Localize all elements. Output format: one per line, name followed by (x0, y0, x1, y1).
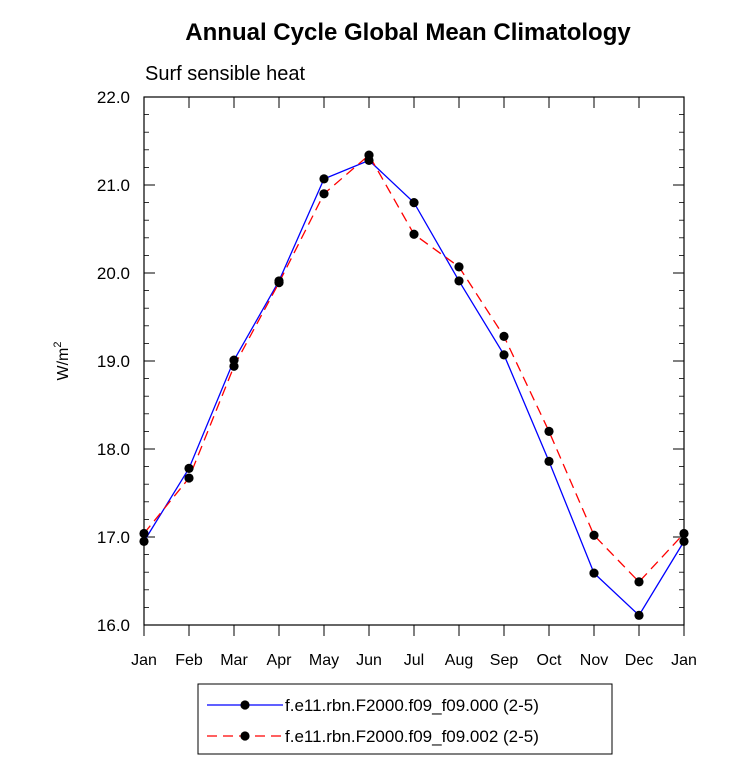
x-tick-label: Jul (404, 652, 424, 669)
data-point-s1-7 (454, 262, 464, 272)
y-tick-label: 16.0 (97, 616, 130, 635)
data-point-s1-0 (139, 528, 149, 539)
data-point-s1-5 (364, 150, 374, 160)
series-lines (143, 154, 685, 617)
series-markers (139, 150, 689, 620)
x-tick-label: Feb (175, 652, 203, 669)
y-axis-label-superscript: 2 (52, 342, 64, 348)
data-point-s0-7 (454, 276, 464, 286)
x-tick-label: Aug (445, 652, 473, 669)
data-point-s0-10 (589, 568, 599, 578)
data-point-s0-11 (634, 610, 644, 620)
x-tick-label: Jan (671, 652, 697, 669)
data-point-s1-9 (544, 426, 554, 436)
data-point-s0-6 (409, 198, 419, 208)
y-tick-label: 22.0 (97, 88, 130, 107)
data-point-s1-8 (499, 331, 509, 341)
data-point-s1-4 (319, 189, 329, 199)
legend-items: f.e11.rbn.F2000.f09_f09.000 (2-5) f.e11.r… (207, 696, 539, 746)
y-tick-label: 19.0 (97, 352, 130, 371)
y-axis-label: W/m2 (52, 342, 72, 381)
legend-label-1: f.e11.rbn.F2000.f09_f09.002 (2-5) (285, 727, 539, 746)
chart-title: Annual Cycle Global Mean Climatology (185, 19, 631, 46)
data-point-s0-1 (184, 463, 194, 473)
x-tick-label: Sep (490, 652, 519, 669)
x-tick-label: Nov (580, 652, 608, 669)
y-tick-labels: 16.0 17.0 18.0 19.0 20.0 21.0 22.0 (97, 88, 130, 635)
series-line-1 (143, 154, 685, 583)
plot-frame (143, 96, 685, 626)
axis-ticks (143, 96, 685, 636)
chart-subtitle: Surf sensible heat (145, 63, 306, 85)
data-point-s1-2 (229, 361, 239, 371)
legend: f.e11.rbn.F2000.f09_f09.000 (2-5) f.e11.r… (197, 683, 613, 755)
data-point-s1-12 (679, 528, 689, 539)
x-tick-label: Apr (267, 652, 293, 669)
x-tick-labels: Jan Feb Mar Apr May Jun Jul Aug Sep Oct Nov Dec Jan (131, 652, 697, 669)
x-tick-label: Dec (625, 652, 653, 669)
data-point-s1-6 (409, 229, 419, 239)
legend-label-0: f.e11.rbn.F2000.f09_f09.000 (2-5) (285, 696, 539, 715)
y-tick-label: 21.0 (97, 176, 130, 195)
y-tick-label: 17.0 (97, 528, 130, 547)
y-tick-label: 20.0 (97, 264, 130, 283)
x-tick-label: Jun (356, 652, 382, 669)
legend-marker-0 (240, 700, 250, 710)
data-point-s0-8 (499, 350, 509, 360)
plot-area (139, 96, 689, 636)
x-tick-label: May (309, 652, 339, 669)
data-point-s1-10 (589, 530, 599, 540)
x-tick-label: Mar (220, 652, 248, 669)
data-point-s0-9 (544, 456, 554, 466)
data-point-s0-4 (319, 174, 329, 184)
x-tick-label: Oct (537, 652, 562, 669)
data-point-s0-0 (139, 536, 149, 547)
x-tick-label: Jan (131, 652, 157, 669)
data-point-s1-1 (184, 473, 194, 483)
data-point-s0-12 (679, 536, 689, 547)
y-axis-label-text: W/m (55, 348, 72, 381)
legend-marker-1 (240, 731, 250, 741)
data-point-s1-3 (274, 278, 284, 288)
y-tick-label: 18.0 (97, 440, 130, 459)
data-point-s1-11 (634, 577, 644, 587)
legend-box (197, 683, 613, 755)
